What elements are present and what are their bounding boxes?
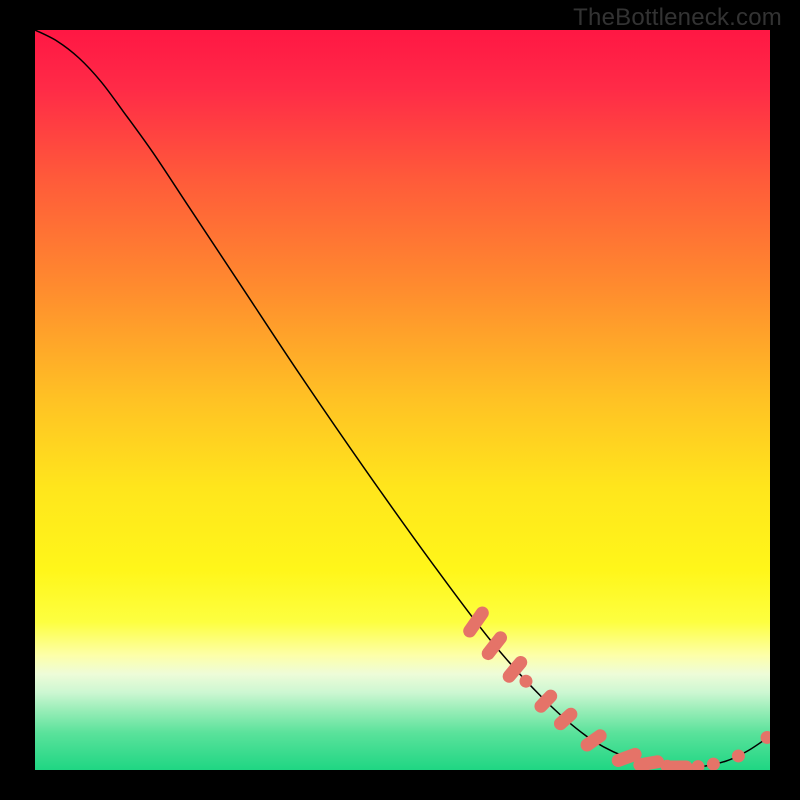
marker-capsule — [618, 754, 635, 760]
marker-dot — [732, 749, 745, 762]
marker-dot — [707, 758, 720, 770]
marker-capsule — [541, 696, 551, 706]
watermark-text: TheBottleneck.com — [573, 4, 782, 32]
marker-capsule — [587, 736, 600, 745]
marker-capsule — [640, 762, 658, 765]
bottleneck-chart — [35, 30, 770, 770]
marker-capsule — [509, 662, 521, 676]
marker-dot — [519, 675, 532, 688]
marker-capsule — [560, 714, 570, 723]
chart-container — [35, 30, 770, 770]
